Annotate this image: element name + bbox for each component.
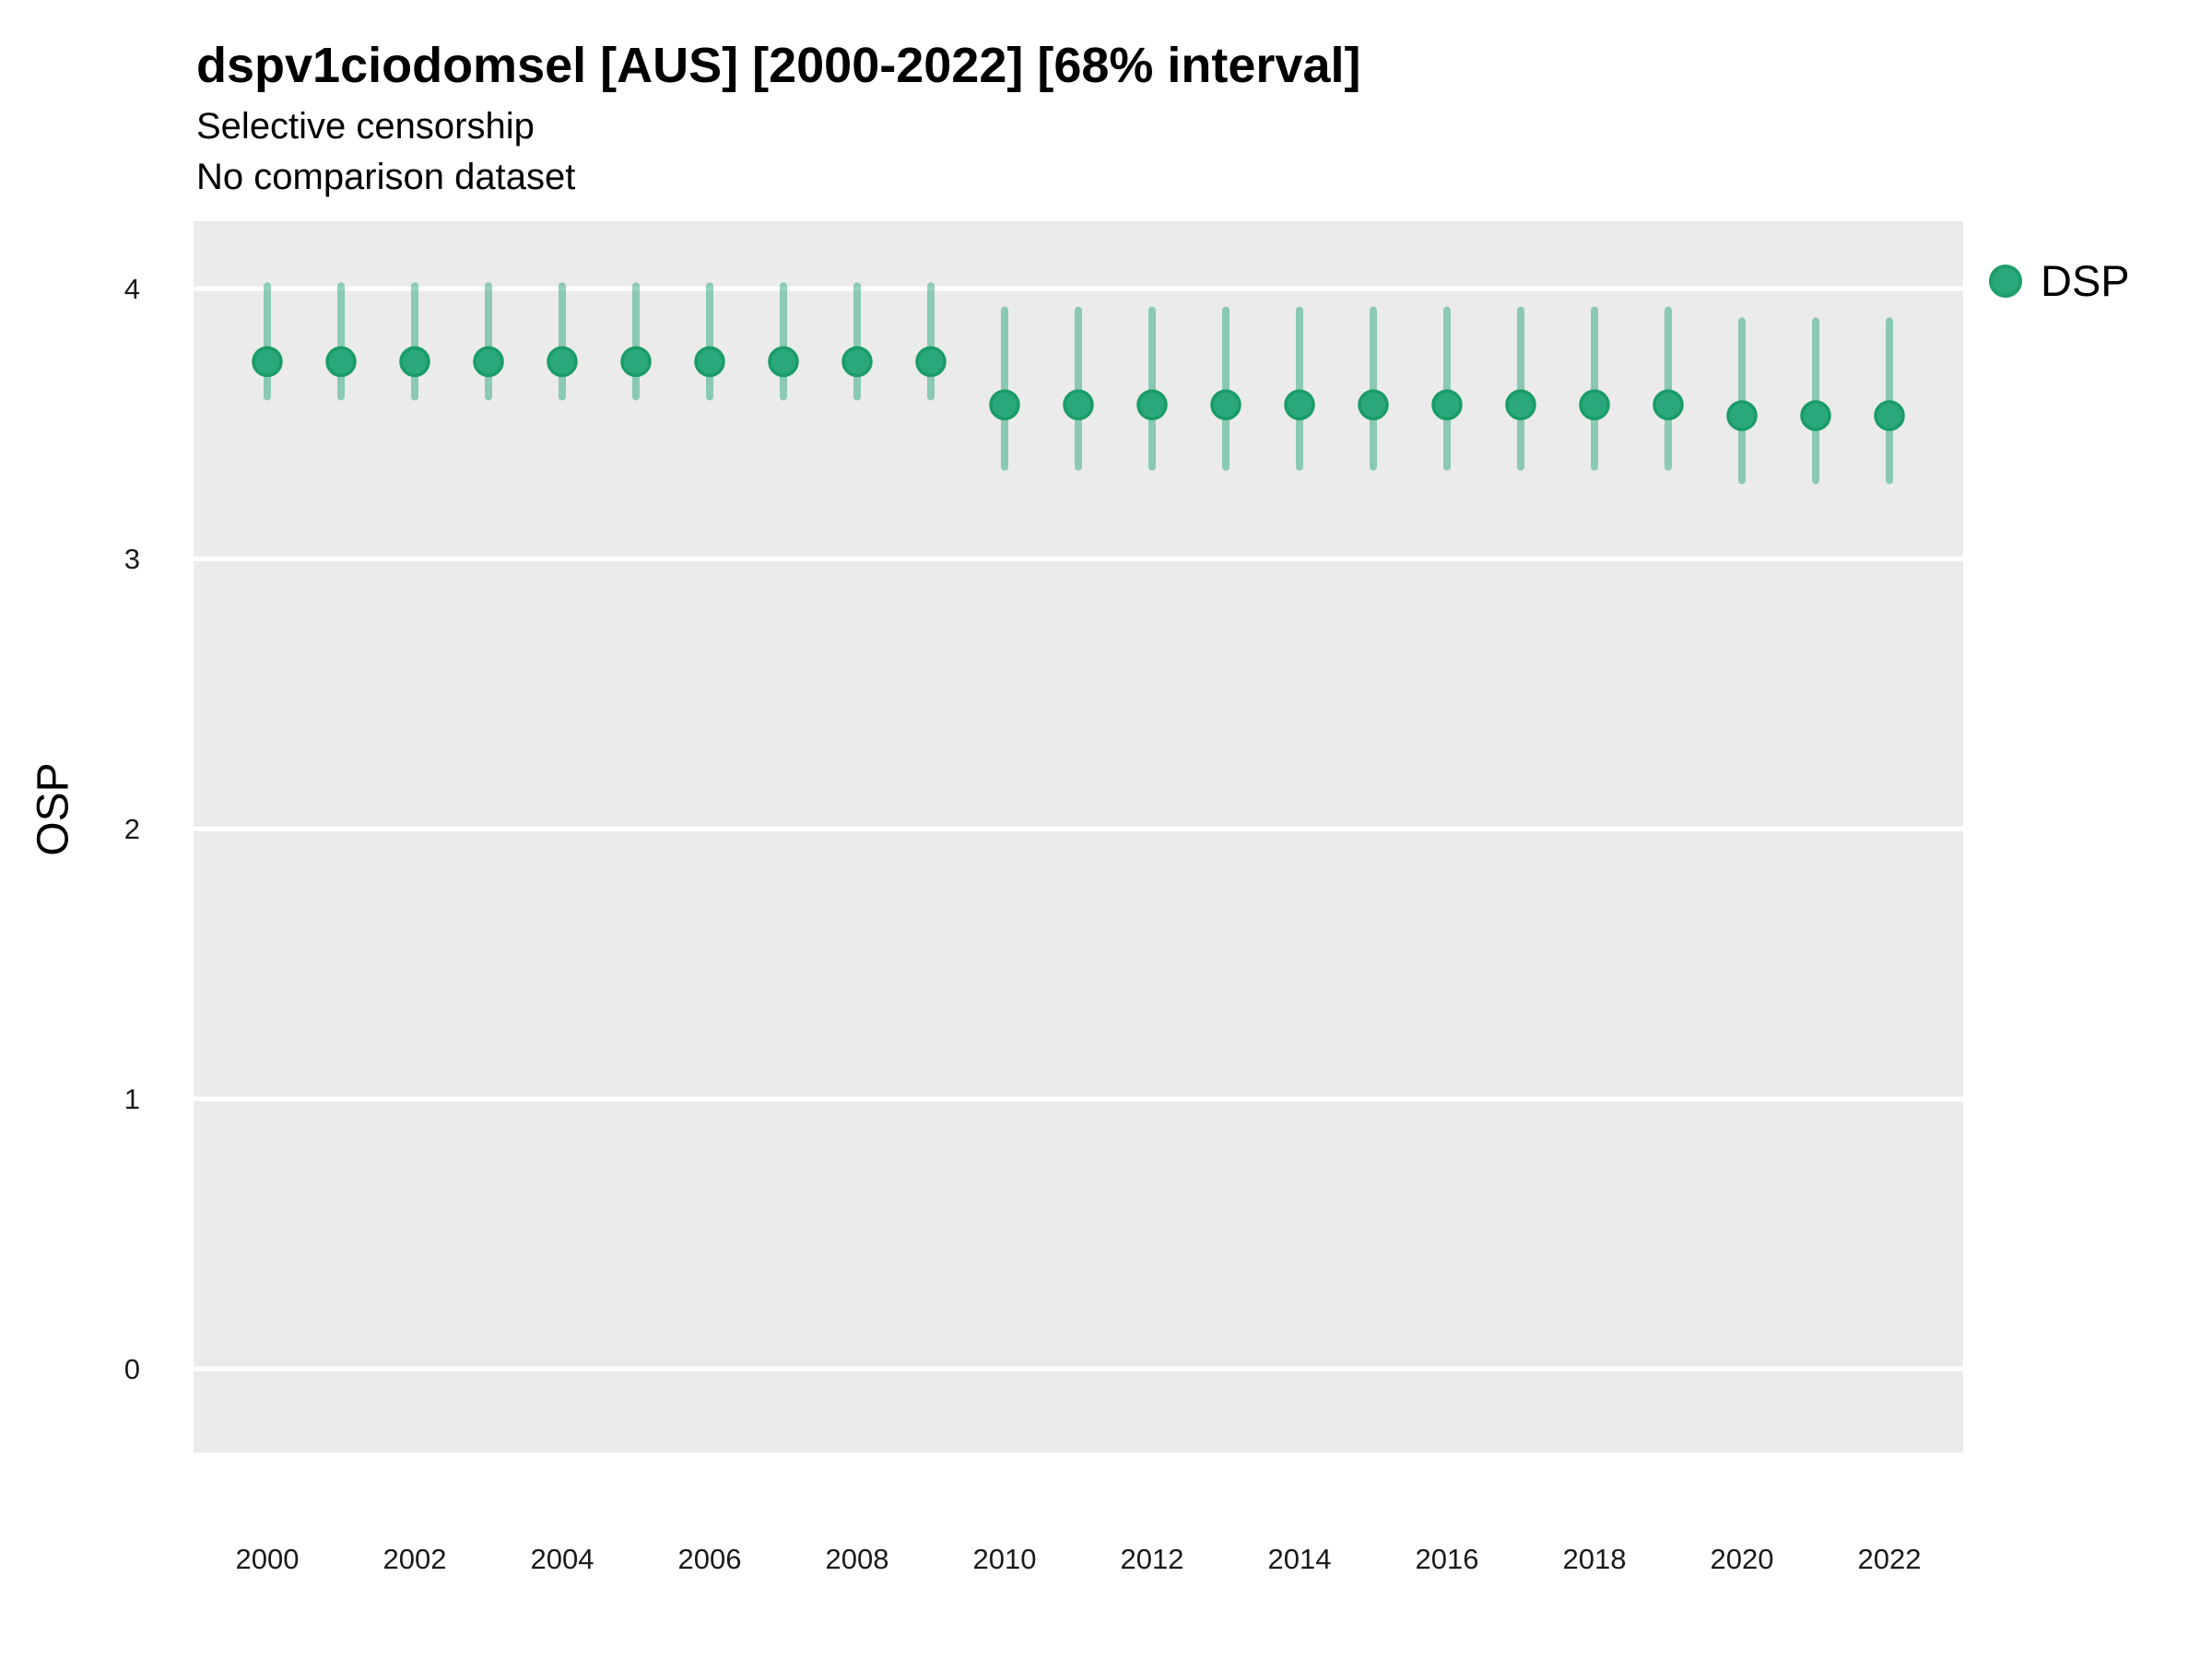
data-point [768,346,799,378]
data-point [547,346,578,378]
x-tick-label: 2008 [826,1543,889,1575]
x-tick-label: 2020 [1711,1543,1774,1575]
data-point [1874,400,1905,431]
y-tick-label: 4 [124,273,140,305]
data-point [1136,389,1168,420]
data-point [1579,389,1610,420]
legend: DSP [1989,259,2130,302]
legend-point-icon [1989,264,2022,298]
legend-label: DSP [2041,256,2130,305]
data-point [252,346,283,378]
data-point [915,346,947,378]
data-point [841,346,873,378]
data-point [620,346,652,378]
data-point [1431,389,1463,420]
chart-subtitle-line2: No comparison dataset [196,157,576,197]
x-tick-label: 2014 [1268,1543,1332,1575]
x-tick-label: 2022 [1858,1543,1922,1575]
x-tick-label: 2000 [236,1543,300,1575]
x-tick-label: 2016 [1416,1543,1479,1575]
y-tick-label: 1 [124,1083,140,1115]
data-point [1358,389,1389,420]
data-point [325,346,357,378]
data-point [694,346,725,378]
y-tick-label: 0 [124,1353,140,1385]
data-point [1210,389,1241,420]
data-point [1063,389,1094,420]
data-point [399,346,430,378]
data-point [1653,389,1684,420]
x-tick-label: 2006 [678,1543,742,1575]
y-tick-label: 2 [124,813,140,845]
x-tick-label: 2018 [1563,1543,1627,1575]
chart-subtitle-line1: Selective censorship [196,106,535,147]
data-point [1800,400,1831,431]
data-point [1284,389,1315,420]
data-point [1505,389,1536,420]
x-tick-label: 2010 [973,1543,1037,1575]
y-tick-label: 3 [124,543,140,575]
x-tick-label: 2004 [531,1543,594,1575]
data-point [473,346,504,378]
x-tick-label: 2012 [1121,1543,1184,1575]
data-point [1726,400,1758,431]
x-tick-label: 2002 [383,1543,447,1575]
data-point [989,389,1020,420]
chart-title: dspv1ciodomsel [AUS] [2000-2022] [68% in… [196,38,1361,93]
